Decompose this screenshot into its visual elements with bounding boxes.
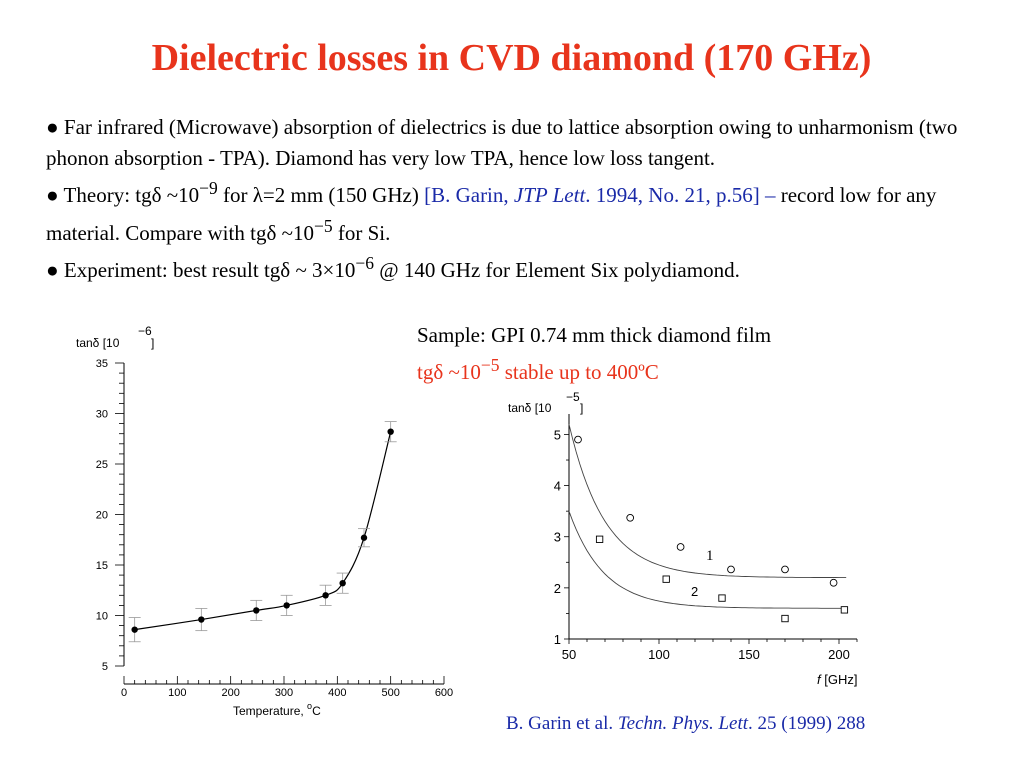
y-tick-label: 5	[554, 427, 561, 442]
y-tick-label: 25	[96, 459, 108, 471]
y-tick-label: 3	[554, 530, 561, 545]
data-point	[322, 592, 329, 599]
data-point-square	[781, 614, 789, 623]
curve-label: 2	[691, 584, 698, 599]
citation-rest: . 25 (1999) 288	[748, 713, 866, 734]
bullet-3-text: @ 140 GHz for Element Six polydiamond.	[374, 258, 740, 282]
exponent: −5	[313, 215, 333, 236]
x-tick-label: 100	[648, 647, 670, 662]
bullet-3-text: ● Experiment: best result tgδ ~ 3×10	[46, 258, 356, 282]
x-axis-label: Temperature, oC	[233, 701, 321, 718]
data-point-square	[718, 594, 726, 602]
sample-line-1: Sample: GPI 0.74 mm thick diamond film	[417, 323, 772, 347]
y-tick-label: 2	[554, 581, 561, 596]
data-point	[198, 616, 205, 623]
x-tick-label: 0	[121, 687, 127, 699]
bullet-1-text: ● Far infrared (Microwave) absorption of…	[46, 115, 958, 170]
fit-curve-1	[568, 424, 847, 579]
data-point-square	[840, 606, 849, 614]
data-point-circle	[626, 513, 635, 522]
exponent: −5	[480, 355, 500, 375]
x-axis-label: f [GHz]	[817, 672, 857, 687]
y-tick-label: 15	[96, 560, 108, 572]
citation-journal: Techn. Phys. Lett	[617, 713, 749, 734]
bullet-2-text: record low for any material. Compare wit…	[46, 183, 937, 245]
y-tick-label: 20	[96, 510, 108, 522]
page-title: Dielectric losses in CVD diamond (170 GH…	[151, 37, 872, 79]
data-point-square	[595, 535, 604, 543]
bullet-2-text: ● Theory: tgδ ~10	[46, 183, 200, 207]
curve-label: 1	[706, 548, 714, 564]
data-point	[131, 626, 138, 633]
bullet-3: ● Experiment: best result tgδ ~ 3×10−6 @…	[46, 248, 986, 286]
chart-frequency: tanδ [10 −5 ] f [GHz] 1 2 3 4 5 50 100 150 200 1 2	[508, 390, 857, 687]
bullet-2: ● Theory: tgδ ~10−9 for λ=2 mm (150 GHz)…	[46, 173, 986, 248]
y-tick-label: 35	[96, 358, 108, 370]
data-point-circle	[829, 578, 838, 587]
citation-authors: B. Garin et al.	[506, 713, 618, 734]
x-tick-label: 600	[435, 687, 453, 699]
y-tick-label: 30	[96, 409, 108, 421]
x-axis-label-unit: [GHz]	[821, 672, 858, 687]
y-tick-label: 1	[554, 632, 561, 647]
bullet-2-text: for λ=2 mm (150 GHz)	[217, 183, 425, 207]
y-tick-label: 10	[96, 611, 108, 623]
exponent: −9	[199, 178, 218, 198]
x-tick-label: 200	[828, 647, 850, 662]
citation: B. Garin et al. Techn. Phys. Lett. 25 (1…	[506, 713, 865, 735]
data-point-circle	[574, 435, 582, 444]
bullet-2-text: for Si.	[332, 220, 391, 245]
y-axis-label: tanδ [10	[508, 401, 552, 415]
data-point-circle	[727, 565, 735, 574]
y-axis-label-exponent: −6	[138, 324, 152, 338]
x-axis-label-unit: C	[312, 704, 321, 718]
data-point-square	[662, 575, 670, 583]
x-tick-label: 150	[738, 647, 760, 662]
reference-text: . 1994, No. 21, p.56] –	[585, 183, 776, 207]
sample-line-2-text: stable up to 400ºC	[499, 360, 659, 384]
reference-text: [B. Garin,	[424, 183, 514, 207]
x-tick-label: 100	[168, 687, 186, 699]
x-axis-label-var: f	[817, 672, 822, 687]
reference-journal: JTP Lett	[513, 183, 586, 207]
x-tick-label: 300	[275, 687, 293, 699]
data-point	[283, 602, 290, 609]
y-tick-label: 4	[554, 479, 561, 494]
reference-link[interactable]: [B. Garin, JTP Lett. 1994, No. 21, p.56]…	[424, 183, 775, 207]
sample-line-2-text: tgδ ~10	[417, 360, 481, 384]
y-axis-label-close: ]	[580, 401, 583, 415]
x-tick-label: 400	[328, 687, 346, 699]
y-axis-label-exponent: −5	[566, 390, 580, 404]
x-axis-label-text: Temperature,	[233, 704, 307, 718]
data-point-circle	[676, 543, 685, 551]
sample-line-2: tgδ ~10−5 stable up to 400ºC	[417, 350, 771, 387]
fit-curve	[134, 431, 392, 631]
x-tick-label: 500	[381, 687, 399, 699]
y-tick-label: 5	[102, 661, 108, 673]
bullet-list: ● Far infrared (Microwave) absorption of…	[46, 112, 986, 286]
bullet-1: ● Far infrared (Microwave) absorption of…	[46, 112, 986, 173]
data-point-circle	[781, 565, 789, 574]
data-point	[253, 607, 260, 614]
fit-curve-2	[568, 511, 847, 609]
data-point	[339, 579, 346, 587]
sample-caption: Sample: GPI 0.74 mm thick diamond film t…	[417, 320, 771, 387]
x-tick-label: 50	[562, 647, 576, 662]
data-point	[360, 534, 368, 541]
y-axis-label-close: ]	[151, 336, 154, 350]
y-axis-label: tanδ [10	[76, 336, 120, 350]
x-tick-label: 200	[221, 687, 239, 699]
exponent: −6	[355, 253, 375, 273]
data-point	[387, 428, 394, 435]
chart-temperature: tanδ [10 −6 ] Temperature, oC 5 10 15 20 25 3…	[76, 324, 453, 718]
x-axis-label-degree: o	[307, 701, 312, 711]
